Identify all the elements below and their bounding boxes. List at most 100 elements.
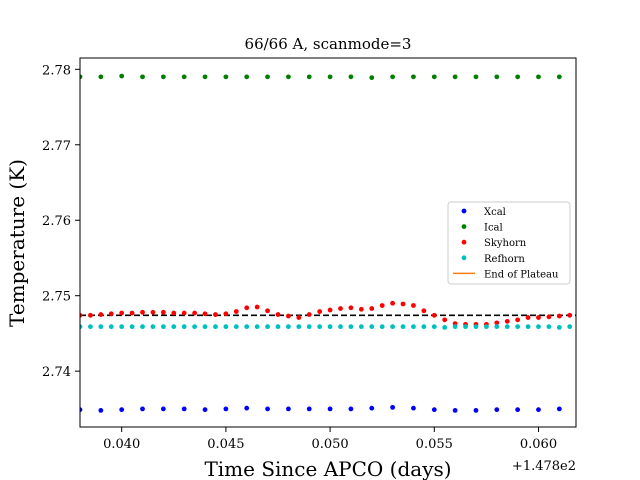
ical-point	[223, 74, 229, 80]
skyhorn-point	[233, 309, 239, 314]
xcal-point	[431, 407, 437, 413]
ical-point	[140, 74, 145, 80]
refhorn-point	[213, 324, 218, 330]
xcal-point	[286, 406, 291, 412]
axes: 0.040 0.045 0.050 0.055 0.060 2.74 2.75 2.76 2.7…	[42, 57, 577, 452]
xcal-point	[390, 404, 396, 410]
xcal-point	[556, 406, 562, 412]
refhorn-point	[254, 324, 260, 330]
skyhorn-point	[140, 309, 145, 315]
skyhorn-point	[567, 312, 573, 318]
xcal-point	[306, 406, 312, 412]
xcal-point	[98, 407, 104, 413]
refhorn-point	[286, 324, 291, 330]
refhorn-point	[483, 324, 489, 330]
refhorn-point	[515, 324, 521, 330]
xcal-point	[327, 406, 333, 412]
skyhorn-point	[275, 312, 281, 317]
refhorn-point	[327, 324, 333, 330]
x-tick-label: 0.040	[103, 437, 140, 452]
refhorn-point	[473, 324, 479, 330]
y-tick-label: 2.78	[42, 63, 71, 78]
xcal-point	[181, 406, 187, 412]
ical-point	[119, 73, 125, 79]
ical-point	[306, 74, 312, 80]
refhorn-point	[129, 324, 135, 330]
legend-label-ical: Ical	[484, 223, 503, 234]
refhorn-point	[202, 324, 208, 330]
ical-point	[411, 74, 416, 80]
skyhorn-point	[192, 310, 198, 316]
refhorn-point	[223, 324, 229, 330]
skyhorn-point	[265, 308, 270, 314]
refhorn-point	[265, 324, 270, 330]
skyhorn-point	[358, 306, 364, 312]
refhorn-point	[171, 324, 177, 330]
refhorn-point	[275, 324, 281, 330]
ical-point	[244, 74, 250, 80]
refhorn-point	[98, 324, 104, 330]
refhorn-point	[556, 324, 562, 330]
skyhorn-point	[525, 315, 531, 320]
skyhorn-point	[379, 303, 385, 308]
skyhorn-point	[338, 306, 343, 311]
skyhorn-point	[223, 311, 229, 317]
ical-point	[327, 74, 333, 80]
ical-point	[494, 74, 500, 80]
xcal-point	[494, 407, 500, 413]
skyhorn-point	[244, 305, 250, 311]
refhorn-point	[233, 324, 239, 330]
skyhorn-point	[556, 313, 562, 319]
refhorn-point	[119, 324, 125, 330]
skyhorn-point	[546, 314, 552, 320]
ical-point	[98, 74, 104, 80]
skyhorn-point	[296, 315, 302, 320]
refhorn-point	[421, 324, 427, 330]
ical-point	[369, 75, 375, 81]
skyhorn-point	[369, 306, 375, 311]
refhorn-point	[390, 324, 396, 330]
xcal-point	[119, 407, 125, 413]
ical-point	[348, 74, 354, 80]
xcal-point	[515, 407, 521, 413]
xcal-point	[244, 405, 250, 411]
xcal-point	[473, 407, 479, 413]
refhorn-point	[108, 324, 114, 330]
ical-point	[431, 74, 437, 80]
ical-point	[181, 74, 187, 80]
xcal-point	[140, 406, 145, 412]
refhorn-point	[369, 324, 375, 330]
skyhorn-point	[119, 310, 125, 316]
refhorn-point	[181, 324, 187, 330]
ical-point	[202, 74, 208, 80]
skyhorn-point	[129, 310, 135, 316]
xcal-point	[536, 407, 541, 413]
skyhorn-point	[286, 313, 291, 319]
refhorn-point	[431, 324, 437, 330]
plot-area	[80, 73, 576, 413]
legend-box	[447, 201, 571, 285]
legend-marker-refhorn	[461, 255, 467, 261]
skyhorn-point	[98, 312, 104, 317]
xcal-point	[411, 405, 416, 411]
refhorn-point	[379, 324, 385, 330]
xcal-point	[160, 406, 166, 412]
skyhorn-point	[150, 309, 156, 315]
refhorn-point	[88, 324, 93, 330]
skyhorn-point	[421, 308, 427, 314]
ical-point	[473, 74, 479, 80]
skyhorn-point	[400, 301, 406, 307]
legend-marker-skyhorn	[461, 239, 467, 245]
legend-marker-ical	[461, 224, 467, 230]
x-tick-label: 0.055	[416, 437, 453, 452]
skyhorn-point	[171, 310, 177, 316]
ical-point	[160, 74, 166, 80]
ical-point	[536, 74, 541, 80]
y-tick-label: 2.75	[42, 290, 71, 305]
refhorn-point	[358, 324, 364, 330]
legend-label-skyhorn: Skyhorn	[484, 238, 527, 249]
skyhorn-point	[327, 307, 333, 313]
skyhorn-point	[515, 317, 521, 323]
skyhorn-point	[348, 305, 354, 311]
refhorn-point	[546, 324, 552, 330]
